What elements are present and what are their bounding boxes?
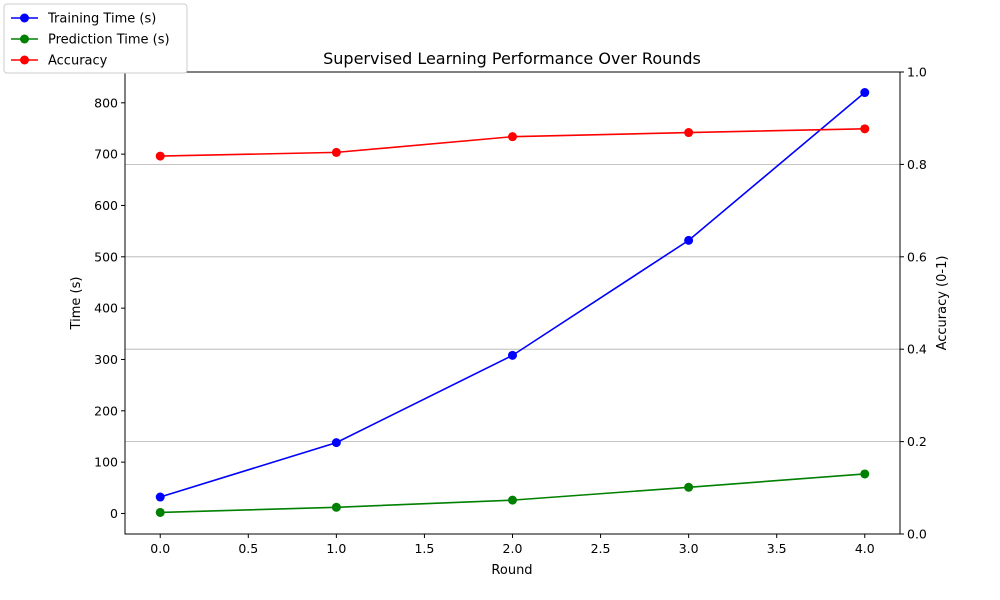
y-right-tick-label: 0.4 [907,342,927,357]
x-tick-label: 3.0 [679,541,699,556]
x-tick-label: 3.5 [767,541,787,556]
series-line-1 [160,473,865,514]
x-tick-label: 0.0 [150,541,170,556]
x-tick-label: 4.0 [855,541,875,556]
y-left-tick-label: 200 [94,403,118,418]
legend-label: Prediction Time (s) [48,33,170,48]
x-tick-label: 1.0 [326,541,346,556]
series-layer [155,88,870,517]
series-point-0 [860,88,870,98]
y-axis-right-label: Accuracy (0-1) [935,256,950,351]
chart-title: Supervised Learning Performance Over Rou… [323,49,701,68]
y-left-tick-label: 800 [94,95,118,110]
y-right-tick-label: 0.0 [907,527,927,542]
series-point-2 [331,147,341,157]
y-right-tick-label: 0.6 [907,249,927,264]
legend-frame [3,3,188,74]
legend-marker [20,55,29,65]
x-axis: 0.0 0.5 1.0 1.5 2.0 2.5 3.0 3.5 4.0 [150,534,875,556]
series-point-0 [684,235,694,245]
series-point-0 [155,492,165,502]
series-point-1 [684,482,694,492]
y-left-tick-label: 700 [94,147,118,162]
series-point-1 [860,469,870,479]
series-point-1 [155,507,165,517]
y-axis-right: 0.0 0.2 0.4 0.6 0.8 1.0 [900,65,927,542]
x-axis-label: Round [491,563,532,578]
y-left-tick-label: 300 [94,352,118,367]
legend: Training Time (s) Prediction Time (s) Accu… [3,3,188,74]
series-point-0 [331,438,341,448]
y-right-tick-label: 0.2 [907,434,927,449]
y-right-tick-label: 0.8 [907,157,927,172]
legend-label: Accuracy [48,54,108,69]
series-point-2 [684,128,694,138]
y-axis-left-label: Time (s) [69,277,84,331]
y-left-tick-label: 0 [110,506,118,521]
series-point-2 [508,132,517,142]
y-left-tick-label: 400 [94,301,118,316]
legend-label: Training Time (s) [47,12,156,27]
series-point-2 [155,151,165,161]
legend-marker [20,13,29,23]
x-tick-label: 2.5 [591,541,611,556]
legend-marker [20,34,29,44]
y-left-tick-label: 600 [94,198,118,213]
x-tick-label: 1.5 [414,541,434,556]
series-point-2 [860,124,870,134]
plot-frame [124,71,901,535]
series-point-0 [508,350,517,360]
x-tick-label: 2.0 [503,541,523,556]
x-tick-label: 0.5 [238,541,258,556]
y-right-tick-label: 1.0 [907,65,927,80]
grid-lines [125,71,900,535]
y-left-tick-label: 500 [94,249,118,264]
y-left-tick-label: 100 [94,455,118,470]
series-point-1 [331,502,341,512]
y-axis-left: 0 100 200 300 400 500 600 700 800 [94,95,125,521]
series-point-1 [508,495,517,505]
